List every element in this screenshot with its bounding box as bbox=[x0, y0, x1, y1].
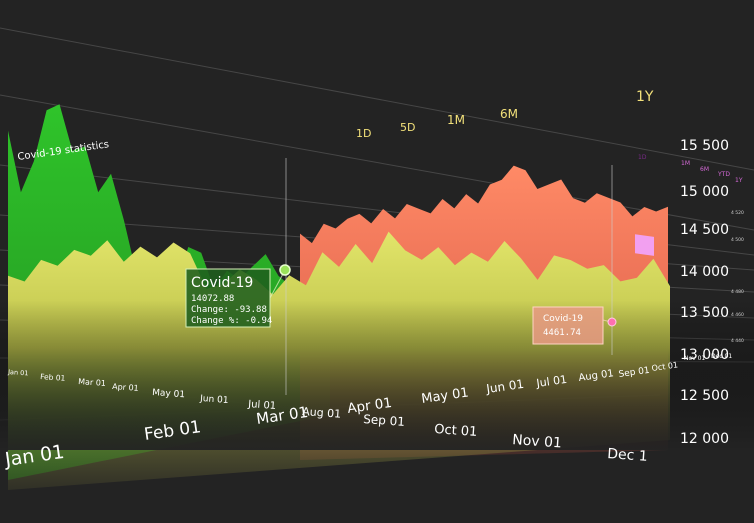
tooltip2-title: Covid-19 bbox=[543, 314, 583, 324]
tooltip-title: Covid-19 bbox=[191, 275, 253, 291]
tooltip-secondary: Covid-19 4461.74 bbox=[532, 306, 604, 345]
tooltip-change: Change: -93.88 bbox=[191, 305, 267, 315]
y-tick-small-label: 4 500 bbox=[731, 237, 744, 243]
x-right-label: Nov 01 bbox=[684, 355, 705, 362]
range-small-button-6m[interactable]: 6M bbox=[700, 166, 709, 173]
y-tick-label: 12 500 bbox=[680, 388, 729, 404]
tooltip-primary: Covid-19 14072.88 Change: -93.88 Change … bbox=[185, 268, 272, 328]
range-small-button-ytd[interactable]: YTD bbox=[717, 171, 730, 178]
x-front-label: Dec 1 bbox=[607, 446, 648, 465]
range-selector[interactable]: 1D 5D 1M 6M 1Y bbox=[356, 89, 654, 140]
y-tick-label: 13 000 bbox=[680, 347, 729, 363]
floor-fade bbox=[0, 300, 754, 450]
x-back-label: Aug 01 bbox=[302, 405, 342, 421]
marker-secondary bbox=[607, 317, 617, 327]
range-button-5d[interactable]: 5D bbox=[400, 121, 415, 134]
x-right-label: Dec 01 bbox=[711, 353, 732, 360]
x-front-label: May 01 bbox=[420, 385, 469, 406]
y-tick-small-label: 4 440 bbox=[731, 338, 744, 344]
x-back-label: May 01 bbox=[152, 388, 186, 400]
y-tick-small-label: 4 480 bbox=[731, 289, 744, 295]
range-selector-small[interactable]: 1D 1M 6M YTD 1Y bbox=[635, 154, 743, 256]
x-front-label: Aug 01 bbox=[578, 368, 615, 384]
x-back-label: Sep 01 bbox=[363, 412, 406, 429]
x-back-label: Apr 01 bbox=[112, 382, 139, 393]
tooltip-leader-1 bbox=[269, 271, 285, 299]
y-tick-label: 15 000 bbox=[680, 184, 729, 200]
marker-primary bbox=[279, 264, 291, 276]
x-front-label: Sep 01 bbox=[618, 366, 650, 380]
x-back-label: Jul 01 bbox=[247, 399, 277, 412]
tooltip-value: 14072.88 bbox=[191, 294, 234, 304]
hover-markers bbox=[269, 264, 617, 327]
y-tick-label: 14 000 bbox=[680, 264, 729, 280]
range-button-1d[interactable]: 1D bbox=[356, 127, 371, 140]
range-button-1y[interactable]: 1Y bbox=[636, 89, 654, 105]
x-back-label: Jun 01 bbox=[199, 394, 229, 406]
x-front-label: Jul 01 bbox=[535, 373, 568, 390]
x-axis-back: Jan 01 Feb 01 Mar 01 Apr 01 May 01 Jun 01 Jul … bbox=[7, 368, 478, 440]
x-front-label: Nov 01 bbox=[512, 432, 563, 451]
grid-line-1 bbox=[0, 94, 754, 231]
x-front-label: Jun 01 bbox=[484, 377, 524, 396]
x-back-label: Feb 01 bbox=[40, 372, 66, 383]
range-small-button-1y[interactable]: 1Y bbox=[735, 177, 743, 184]
tooltip2-value: 4461.74 bbox=[543, 328, 581, 338]
range-small-button-1m[interactable]: 1M bbox=[681, 160, 690, 167]
y-tick-small-label: 4 460 bbox=[731, 312, 744, 318]
range-small-selected-bg[interactable] bbox=[635, 234, 654, 256]
x-front-label: Oct 01 bbox=[651, 360, 679, 373]
y-axis-ticks-small: 4 520 4 500 4 480 4 460 4 440 bbox=[731, 210, 744, 344]
range-small-button-1d[interactable]: 1D bbox=[638, 154, 647, 161]
x-back-label: Mar 01 bbox=[78, 377, 106, 388]
y-tick-label: 14 500 bbox=[680, 222, 729, 238]
x-axis-right: Nov 01 Dec 01 bbox=[684, 353, 732, 362]
x-back-label: Oct 01 bbox=[434, 422, 478, 440]
y-axis-ticks: 15 500 15 000 14 500 14 000 13 500 13 000 12 5… bbox=[680, 138, 729, 447]
x-front-label: Apr 01 bbox=[346, 395, 393, 417]
range-button-6m[interactable]: 6M bbox=[500, 107, 518, 121]
x-back-label: Jan 01 bbox=[7, 368, 29, 377]
y-tick-label: 15 500 bbox=[680, 138, 729, 154]
grid-line-0 bbox=[0, 27, 754, 171]
tooltip-change-pct: Change %: -0.94 bbox=[191, 316, 272, 326]
y-tick-small-label: 4 520 bbox=[731, 210, 744, 216]
range-button-1m[interactable]: 1M bbox=[447, 113, 465, 127]
y-tick-label: 13 500 bbox=[680, 305, 729, 321]
y-tick-label: 12 000 bbox=[680, 431, 729, 447]
